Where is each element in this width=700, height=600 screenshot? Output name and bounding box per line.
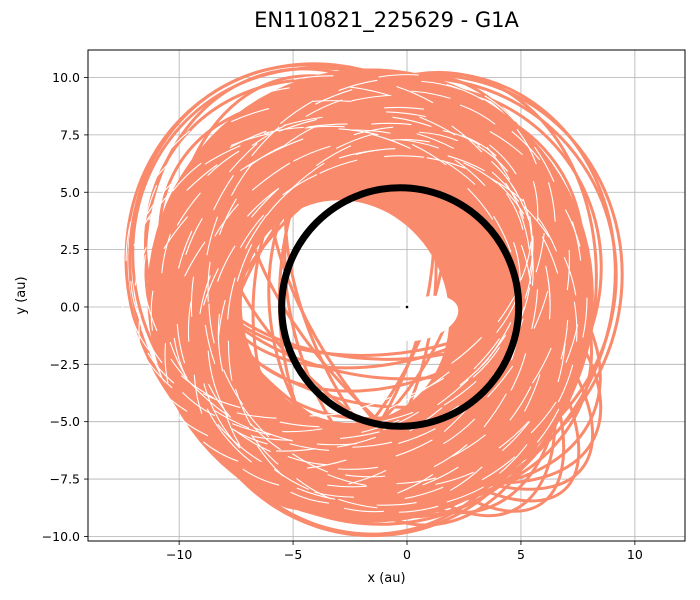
orbit-trace-gap xyxy=(130,127,521,428)
orbit-trace-gap xyxy=(197,148,569,503)
orbit-trace-gap xyxy=(150,94,539,433)
orbit-trace-loop xyxy=(267,106,583,505)
chart-title: EN110821_225629 - G1A xyxy=(254,8,519,33)
orbit-trace-hole xyxy=(387,295,459,342)
orbit-trace-gap xyxy=(171,80,546,450)
orbit-trace-loop xyxy=(283,114,557,518)
series-0-orbit-trace xyxy=(124,62,624,538)
y-tick-label: 7.5 xyxy=(60,127,80,142)
orbit-trace-gap xyxy=(140,75,534,452)
x-axis-label: x (au) xyxy=(367,571,405,586)
y-tick-label: −2.5 xyxy=(50,357,80,372)
x-tick-label: −5 xyxy=(284,547,302,562)
orbit-trace-loop xyxy=(179,164,594,507)
orbit-trace-gap xyxy=(143,126,518,448)
orbit-trace-gap xyxy=(207,90,583,485)
series-1-circular-orbit xyxy=(278,184,523,430)
x-tick-label: 0 xyxy=(403,547,411,562)
orbit-trace-gap xyxy=(193,127,533,490)
orbit-trace-gap xyxy=(190,74,557,466)
axis-ticks: −10 −5 0 5 10 −10.0 −7.5 −5.0 −2.5 0.0 2.5 5.0 7.5 10… xyxy=(42,70,643,562)
orbit-trace-gap xyxy=(117,100,533,440)
x-tick-label: −10 xyxy=(166,547,192,562)
orbit-trace-gaps xyxy=(117,74,588,513)
orbit-trace-loop xyxy=(243,147,581,503)
orbit-trace-gap xyxy=(227,139,551,513)
orbit-trace-loop xyxy=(267,128,566,513)
y-axis-label: y (au) xyxy=(14,276,29,314)
y-tick-label: −10.0 xyxy=(42,529,80,544)
orbit-trace-gap xyxy=(226,148,567,513)
y-tick-label: 0.0 xyxy=(60,299,80,314)
y-tick-label: −5.0 xyxy=(50,414,80,429)
x-tick-label: 10 xyxy=(627,547,643,562)
orbit-trace-loop xyxy=(184,178,602,491)
orbit-trace-gap xyxy=(121,114,534,441)
y-tick-label: 10.0 xyxy=(52,70,80,85)
orbit-trace-gap xyxy=(208,106,588,489)
center-point xyxy=(405,305,409,309)
orbit-trace-gap xyxy=(133,111,533,419)
orbit-trace-gap xyxy=(217,154,578,510)
orbit-trace-gap xyxy=(202,77,570,478)
orbit-trace-loop xyxy=(221,83,603,467)
y-tick-label: 5.0 xyxy=(60,185,80,200)
orbit-trace-loop xyxy=(168,74,483,515)
plot-frame xyxy=(87,49,686,542)
orbit-trace-gap xyxy=(207,155,579,506)
y-tick-label: 2.5 xyxy=(60,242,80,257)
orbit-trace-hole xyxy=(358,310,410,345)
plot-series xyxy=(117,62,624,538)
orbit-trace-gap xyxy=(160,125,521,470)
orbit-trace-gap xyxy=(176,129,533,488)
orbit-trace-gap xyxy=(187,138,551,498)
orbit-trace-gap xyxy=(125,84,532,446)
orbit-trace-gap xyxy=(164,125,533,470)
x-tick-label: 5 xyxy=(517,547,525,562)
y-tick-label: −7.5 xyxy=(50,472,80,487)
orbit-trace-gap xyxy=(216,131,539,505)
orbit-trace-gap xyxy=(138,122,534,452)
